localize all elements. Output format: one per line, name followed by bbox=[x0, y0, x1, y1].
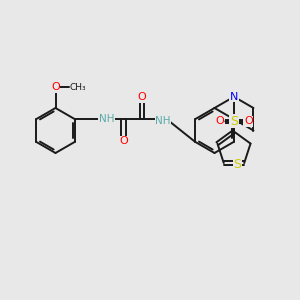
Text: O: O bbox=[51, 82, 60, 92]
Text: NH: NH bbox=[99, 114, 114, 124]
Text: O: O bbox=[244, 116, 253, 126]
Text: NH: NH bbox=[155, 116, 171, 126]
Text: N: N bbox=[230, 92, 238, 102]
Text: O: O bbox=[215, 116, 224, 126]
Text: S: S bbox=[230, 115, 238, 128]
Text: O: O bbox=[138, 92, 147, 102]
Text: S: S bbox=[234, 158, 242, 171]
Text: O: O bbox=[119, 136, 128, 146]
Text: CH₃: CH₃ bbox=[70, 82, 86, 91]
